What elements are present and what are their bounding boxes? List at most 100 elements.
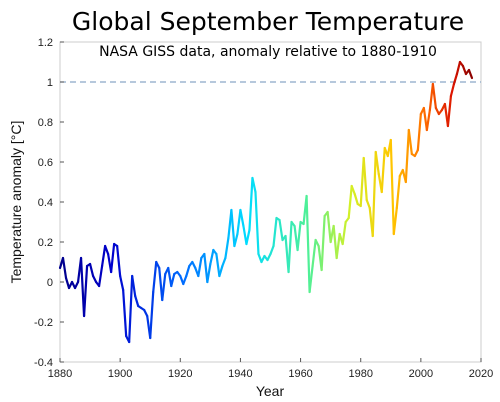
- series-segment: [404, 128, 410, 184]
- x-tick-label: 1920: [168, 368, 192, 380]
- series-segment: [224, 236, 230, 260]
- series-segment: [353, 192, 359, 206]
- chart-title: Global September Temperature: [72, 7, 464, 36]
- series-segment: [365, 198, 371, 210]
- series-segment: [248, 176, 254, 232]
- series-segment: [215, 252, 221, 278]
- series-segment: [191, 260, 197, 270]
- series-segment: [158, 266, 164, 302]
- series-segment: [209, 248, 215, 266]
- x-tick-label: 2000: [409, 368, 433, 380]
- series-segment: [131, 274, 137, 298]
- y-tick-label: 1.2: [38, 37, 53, 49]
- series-segment: [203, 252, 209, 284]
- series-segment: [251, 176, 257, 194]
- series-segment: [449, 82, 456, 98]
- series-segment: [88, 262, 95, 278]
- series-segment: [320, 214, 326, 272]
- series-segment: [269, 244, 275, 256]
- series-segment: [116, 244, 122, 278]
- y-axis-ticks: -0.4 -0.2 0 0.2 0.4 0.6 0.8 1 1.2: [34, 37, 64, 369]
- series-segment: [100, 244, 107, 268]
- series-segment: [380, 146, 386, 194]
- series-segment: [296, 220, 302, 252]
- x-axis-label: Year: [256, 383, 285, 399]
- x-tick-label: 1880: [48, 368, 72, 380]
- series-segment: [461, 64, 468, 76]
- y-tick-label: 0.6: [38, 157, 53, 169]
- y-tick-label: 1: [47, 77, 53, 89]
- y-tick-label: 0.8: [38, 117, 53, 129]
- series-segment: [311, 238, 317, 268]
- series-segment: [185, 264, 191, 278]
- chart-subtitle: NASA GISS data, anomaly relative to 1880…: [99, 44, 437, 60]
- x-axis-ticks: 1880 1900 1920 1940 1960 1980 2000 2020: [48, 358, 493, 380]
- x-tick-label: 1960: [288, 368, 312, 380]
- series-segment: [167, 266, 173, 288]
- series-segment: [182, 274, 188, 286]
- plot-area: [59, 41, 482, 363]
- series-segment: [308, 264, 314, 294]
- series-segment: [395, 174, 401, 210]
- x-tick-label: 1900: [108, 368, 132, 380]
- series-segment: [239, 208, 245, 228]
- x-tick-label: 1980: [348, 368, 372, 380]
- y-tick-label: -0.4: [34, 357, 53, 369]
- series-segment: [149, 290, 155, 340]
- series-segment: [206, 262, 212, 284]
- series-segment: [305, 194, 311, 294]
- y-tick-label: 0.4: [38, 197, 53, 209]
- series-segment: [152, 260, 158, 294]
- series-segment: [407, 128, 413, 156]
- series-segment: [347, 184, 353, 220]
- y-tick-label: -0.2: [34, 317, 53, 329]
- series-segment: [425, 108, 431, 132]
- series-segment: [332, 224, 338, 260]
- series-segment: [467, 68, 474, 80]
- y-axis-label: Temperature anomaly [°C]: [8, 121, 24, 284]
- series-segment: [82, 264, 89, 318]
- series-segment: [326, 210, 332, 244]
- series-segment: [221, 256, 227, 268]
- series-segment: [266, 252, 272, 262]
- series-segment: [230, 208, 236, 248]
- series-segment: [452, 72, 459, 86]
- series-segment: [218, 264, 224, 278]
- x-tick-label: 1940: [228, 368, 252, 380]
- series-segment: [416, 112, 422, 152]
- temperature-series: [58, 60, 474, 344]
- series-segment: [278, 218, 284, 242]
- series-segment: [350, 184, 356, 196]
- series-segment: [170, 272, 176, 288]
- series-segment: [335, 232, 341, 260]
- series-segment: [236, 208, 242, 236]
- series-segment: [446, 94, 453, 128]
- series-segment: [110, 242, 116, 274]
- y-tick-label: 0: [47, 277, 53, 289]
- x-tick-label: 2020: [469, 368, 493, 380]
- series-segment: [97, 264, 104, 288]
- series-segment: [341, 220, 347, 246]
- series-segment: [61, 256, 68, 280]
- y-tick-label: 0.2: [38, 237, 53, 249]
- series-segment: [374, 150, 380, 176]
- series-segment: [371, 150, 377, 238]
- series-segment: [287, 220, 293, 274]
- series-segment: [272, 216, 278, 248]
- series-segment: [233, 232, 239, 248]
- series-segment: [128, 274, 134, 344]
- series-segment: [413, 148, 419, 158]
- series-segment: [242, 224, 248, 246]
- series-segment: [362, 156, 368, 202]
- series-segment: [143, 308, 149, 318]
- series-segment: [392, 206, 398, 236]
- series-segment: [254, 190, 260, 256]
- series-segment: [314, 238, 320, 248]
- series-segment: [245, 228, 251, 246]
- series-segment: [73, 280, 80, 290]
- series-segment: [122, 288, 128, 338]
- series-segment: [155, 260, 161, 270]
- series-segment: [431, 82, 437, 110]
- series-segment: [119, 274, 125, 292]
